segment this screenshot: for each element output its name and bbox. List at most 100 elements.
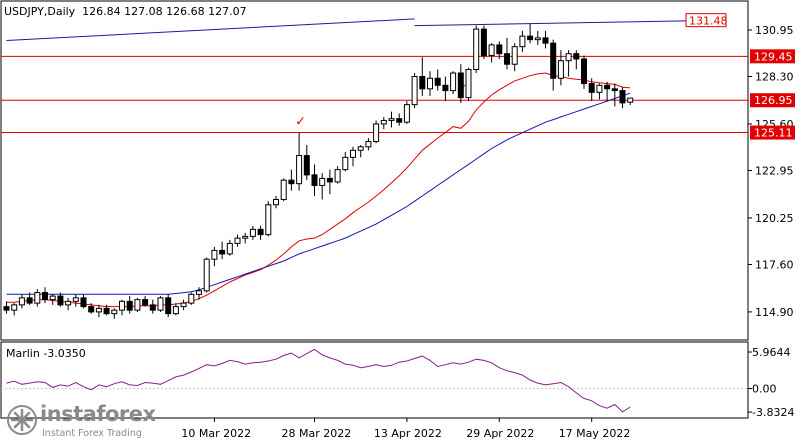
candle-body xyxy=(134,299,141,311)
candle xyxy=(619,87,626,109)
candle-body xyxy=(326,177,333,183)
candle xyxy=(473,25,480,74)
candle xyxy=(373,120,380,144)
price-label-box xyxy=(750,125,795,140)
candle-body xyxy=(581,58,587,85)
candle-body xyxy=(234,237,241,244)
candle xyxy=(188,292,195,305)
candle-body xyxy=(303,155,310,176)
candle-body xyxy=(95,307,102,313)
price-label: 131.48 xyxy=(689,15,728,28)
candle xyxy=(434,69,441,91)
candle xyxy=(11,303,18,316)
date-tick-label: 13 Apr 2022 xyxy=(374,427,442,440)
candle xyxy=(604,81,611,102)
candle xyxy=(265,201,272,237)
candle xyxy=(126,296,133,314)
price-label-box xyxy=(750,93,795,108)
candle-body xyxy=(350,149,356,158)
candle-body xyxy=(357,146,364,151)
candle xyxy=(296,132,303,191)
candle-body xyxy=(265,204,272,236)
candle xyxy=(88,303,95,314)
candle-body xyxy=(72,297,79,302)
candle-body xyxy=(11,304,18,311)
candle-body xyxy=(196,290,202,295)
candle xyxy=(588,78,595,102)
candle-body xyxy=(203,258,210,292)
candle xyxy=(211,246,218,267)
candle-body xyxy=(103,307,110,315)
candle xyxy=(326,169,333,195)
candle xyxy=(234,234,241,247)
candle xyxy=(596,83,603,100)
candle-body xyxy=(411,76,418,106)
candle xyxy=(119,299,125,316)
candle-body xyxy=(334,169,341,183)
check-marker: ✓ xyxy=(295,115,306,130)
candle xyxy=(180,299,187,311)
candle xyxy=(42,287,48,304)
indicator-header: Marlin -3.0350 xyxy=(6,347,86,360)
candle-body xyxy=(149,304,156,311)
candle-body xyxy=(619,90,626,104)
price-tick-label: 117.60 xyxy=(755,258,794,271)
candle xyxy=(72,294,79,307)
candle-body xyxy=(219,249,226,255)
date-tick-label: 29 Apr 2022 xyxy=(466,427,534,440)
candle-body xyxy=(403,104,410,123)
candle xyxy=(380,116,387,130)
candle xyxy=(365,138,372,151)
candle xyxy=(34,289,41,307)
candle-body xyxy=(550,42,557,79)
price-tick-label: 122.95 xyxy=(755,165,794,178)
candle-body xyxy=(18,297,25,306)
oscillator-plot-frame xyxy=(0,341,749,419)
oscillator-tick-label: -3.8324 xyxy=(752,406,794,419)
candle-body xyxy=(604,84,611,90)
candle xyxy=(457,64,464,103)
candle-body xyxy=(542,37,549,44)
price-tick-label: 114.90 xyxy=(755,306,794,319)
candle-body xyxy=(157,297,164,311)
candle-body xyxy=(49,295,56,301)
trend-line xyxy=(414,20,700,27)
main-plot-frame xyxy=(0,0,749,341)
candle-body xyxy=(396,118,403,123)
candle xyxy=(311,164,318,196)
candle xyxy=(511,43,518,72)
candle-body xyxy=(496,44,503,55)
trend-line xyxy=(6,18,415,42)
date-tick-label: 28 Mar 2022 xyxy=(282,427,352,440)
candle-body xyxy=(388,118,395,121)
candle xyxy=(134,297,141,312)
marlin-oscillator-line xyxy=(6,348,631,413)
candle-body xyxy=(611,88,618,92)
price-label: 129.45 xyxy=(754,50,793,63)
candle xyxy=(519,30,526,52)
candle-body xyxy=(26,297,33,304)
candle-body xyxy=(42,292,48,301)
candle xyxy=(226,239,233,256)
candle xyxy=(196,287,202,300)
candle-body xyxy=(319,177,326,186)
candle xyxy=(527,23,534,44)
candle xyxy=(18,294,25,309)
moving-average-red xyxy=(6,72,631,308)
candle xyxy=(172,303,179,316)
price-label-box xyxy=(685,13,727,28)
candle xyxy=(26,292,33,305)
candle-body xyxy=(273,198,279,206)
candle-body xyxy=(65,300,72,306)
candle xyxy=(219,241,226,260)
candle xyxy=(357,145,364,158)
date-tick-label: 10 Mar 2022 xyxy=(181,427,251,440)
candle xyxy=(442,76,449,102)
candle-body xyxy=(434,77,441,86)
candle-body xyxy=(280,179,287,200)
candle-body xyxy=(504,53,510,65)
candle-body xyxy=(188,293,195,304)
candle xyxy=(319,173,326,200)
date-tick-label: 17 May 2022 xyxy=(559,427,631,440)
candle xyxy=(465,67,472,102)
